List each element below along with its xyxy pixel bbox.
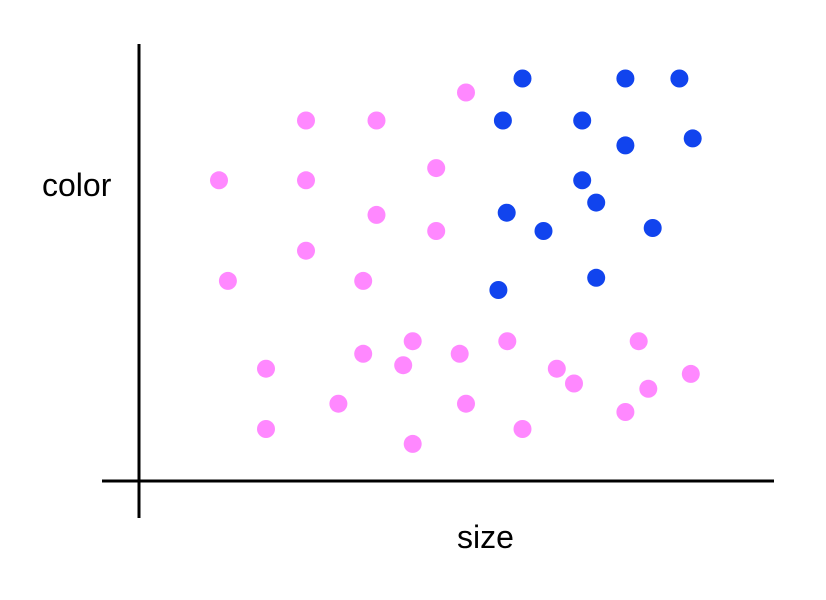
data-point-s0-17 — [329, 394, 348, 413]
data-point-s0-14 — [450, 344, 469, 363]
data-point-s0-24 — [629, 332, 648, 351]
data-point-s0-27 — [616, 403, 635, 421]
data-point-s1-10 — [534, 222, 553, 240]
data-point-s1-12 — [587, 268, 606, 287]
data-point-s0-9 — [218, 271, 237, 290]
data-point-s0-25 — [681, 364, 700, 383]
data-point-s1-5 — [616, 136, 635, 155]
data-point-s0-0 — [210, 171, 228, 190]
data-point-s0-11 — [403, 332, 422, 351]
data-point-s1-1 — [616, 69, 635, 88]
data-point-s1-11 — [643, 219, 662, 237]
data-point-s0-4 — [457, 83, 475, 102]
x-axis-label: size — [457, 519, 514, 555]
data-point-s1-9 — [497, 203, 516, 222]
data-point-s1-0 — [513, 69, 532, 88]
data-point-s0-10 — [354, 271, 373, 290]
data-point-s1-2 — [670, 69, 689, 88]
data-point-s0-1 — [297, 111, 315, 130]
data-point-s0-20 — [457, 394, 475, 413]
data-point-s0-23 — [565, 374, 583, 393]
data-point-s0-19 — [403, 434, 422, 453]
data-point-s1-4 — [573, 111, 592, 130]
data-point-s1-3 — [493, 111, 512, 130]
data-point-s0-5 — [427, 159, 446, 178]
data-point-s1-8 — [587, 193, 606, 212]
data-point-s0-3 — [367, 111, 386, 130]
data-point-s0-15 — [498, 332, 517, 351]
data-point-s0-7 — [427, 222, 446, 240]
data-point-s0-22 — [547, 359, 566, 378]
data-point-s0-6 — [367, 205, 386, 224]
data-point-s1-7 — [573, 171, 592, 190]
data-point-s0-16 — [257, 359, 275, 378]
data-point-s0-21 — [513, 420, 532, 438]
data-point-s0-2 — [297, 171, 315, 190]
data-point-s1-13 — [489, 281, 508, 299]
data-points — [210, 69, 702, 453]
data-point-s1-6 — [683, 129, 702, 148]
y-axis-label: color — [42, 167, 112, 203]
data-point-s0-18 — [257, 420, 275, 438]
data-point-s0-12 — [354, 344, 373, 363]
data-point-s0-26 — [639, 379, 658, 398]
data-point-s0-8 — [297, 241, 315, 260]
data-point-s0-13 — [394, 356, 413, 375]
